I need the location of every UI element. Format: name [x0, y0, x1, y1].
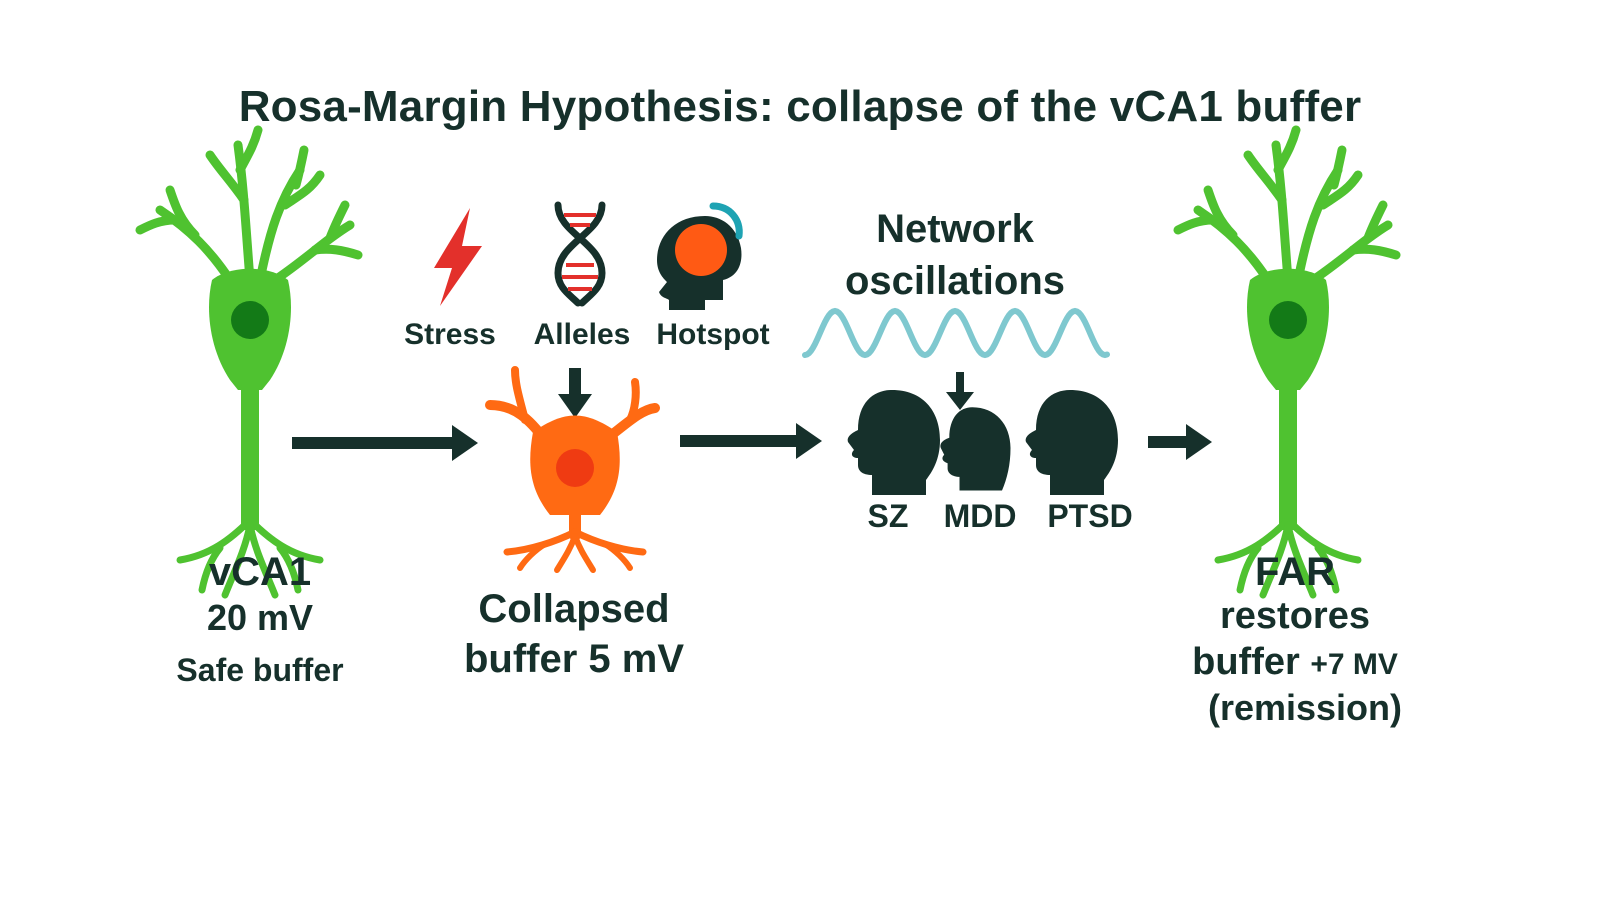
arrow-icon: [292, 425, 478, 461]
collapsed-line2-label: buffer 5 mV: [463, 637, 685, 681]
vca1-caption-label: Safe buffer: [176, 652, 344, 688]
far-line4-label: (remission): [1207, 687, 1403, 728]
down-arrow-icon: [558, 368, 592, 418]
dna-icon: [554, 201, 606, 307]
network-line2-label: oscillations: [844, 259, 1066, 303]
factor-alleles-label: Alleles: [533, 318, 631, 351]
disorder-ptsd-label: PTSD: [1047, 498, 1133, 534]
page-title: Rosa-Margin Hypothesis: collapse of the …: [238, 82, 1362, 131]
disorder-sz-label: SZ: [867, 498, 909, 534]
factor-hotspot-label: Hotspot: [656, 318, 770, 351]
vca1-name-label: vCA1: [208, 550, 312, 594]
vca1-value-label: 20 mV: [206, 597, 314, 638]
network-line1-label: Network: [876, 207, 1034, 251]
far-line2-label: restores: [1220, 595, 1370, 637]
head-icon: [940, 407, 1011, 491]
collapsed-neuron-icon: [485, 366, 660, 573]
far-line3-label: buffer +7 MV: [1160, 640, 1430, 686]
brain-head-icon: [657, 202, 743, 310]
far-line1-label: FAR: [1255, 550, 1335, 594]
factor-stress-label: Stress: [404, 318, 496, 351]
wave-icon: [802, 307, 1110, 359]
restored-neuron-icon: [1178, 130, 1396, 595]
lightning-icon: [434, 208, 482, 306]
head-icon: [1025, 390, 1118, 495]
healthy-neuron-icon: [140, 130, 358, 595]
head-icon: [847, 390, 940, 495]
collapsed-line1-label: Collapsed: [478, 587, 670, 631]
arrow-icon: [680, 423, 822, 459]
far-buffer-text: buffer: [1192, 641, 1311, 683]
down-arrow-icon: [946, 372, 974, 410]
arrow-icon: [1148, 424, 1212, 460]
far-value-text: +7 MV: [1310, 648, 1398, 681]
disorder-mdd-label: MDD: [943, 498, 1017, 534]
